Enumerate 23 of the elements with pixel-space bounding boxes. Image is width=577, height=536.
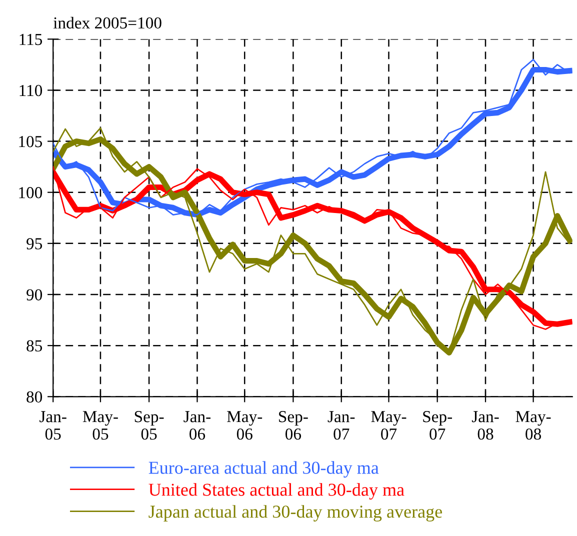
y-tick-label: 90 — [26, 289, 42, 300]
x-tick-label: Sep- 05 — [134, 411, 164, 440]
x-tick-label: May- 05 — [82, 411, 118, 440]
x-tick-label: Jan- 07 — [328, 411, 355, 440]
y-tick-label: 85 — [26, 340, 42, 352]
legend-label: Euro-area actual and 30-day ma — [148, 461, 379, 478]
legend-label: Japan actual and 30-day moving average — [148, 505, 442, 522]
y-tick-label: 105 — [19, 136, 42, 148]
y-tick-label: 110 — [20, 84, 42, 96]
x-tick-label: May- 06 — [227, 411, 262, 440]
x-tick-label: Sep- 07 — [423, 411, 452, 440]
x-tick-label: Sep- 06 — [279, 411, 308, 440]
y-tick-label: 100 — [19, 187, 42, 198]
x-tick-label: Jan- 05 — [40, 411, 66, 440]
x-tick-label: May- 07 — [371, 411, 406, 440]
y-axis-title: index 2005=100 — [53, 16, 162, 29]
y-tick-label: 80 — [26, 391, 42, 403]
x-tick-label: May- 08 — [516, 411, 551, 440]
y-tick-label: 115 — [20, 34, 42, 46]
y-tick-label: 95 — [26, 238, 42, 250]
x-tick-label: Jan- 08 — [472, 411, 499, 440]
legend-label: United States actual and 30-day ma — [148, 483, 404, 500]
x-tick-label: Jan- 06 — [184, 411, 211, 440]
